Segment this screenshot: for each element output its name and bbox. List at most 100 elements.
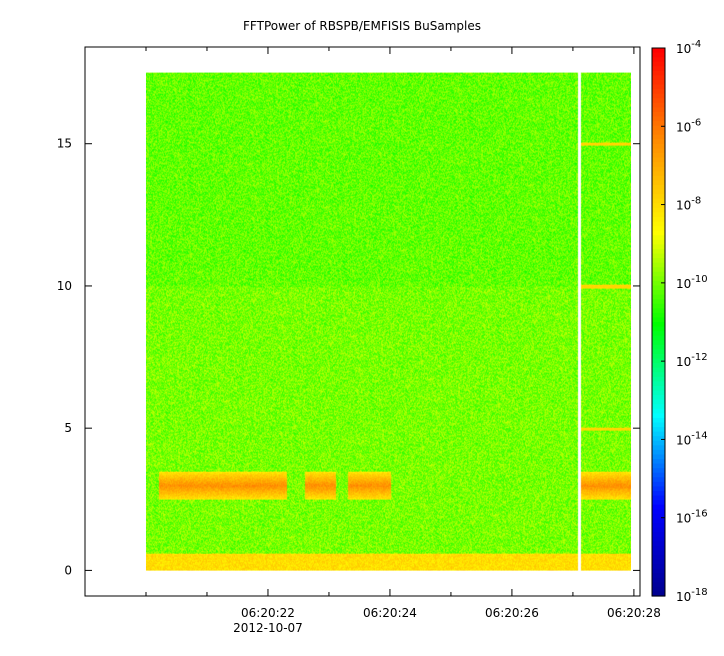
colorbar-segment <box>652 226 665 232</box>
y-tick-label: 10 <box>57 279 72 293</box>
colorbar-segment <box>652 381 665 387</box>
colorbar-segment <box>652 230 665 236</box>
colorbar-segment <box>652 166 665 172</box>
colorbar-segment <box>652 385 665 392</box>
colorbar-segment <box>652 248 665 255</box>
colorbar-segment <box>652 221 665 227</box>
colorbar-segment <box>652 376 665 382</box>
colorbar-segment <box>652 372 665 378</box>
colorbar-segment <box>652 367 665 373</box>
colorbar-segment <box>652 564 665 570</box>
colorbar-tick-label: 10-18 <box>676 587 708 604</box>
chart-title: FFTPower of RBSPB/EMFISIS BuSamples <box>243 19 481 33</box>
colorbar-segment <box>652 61 665 67</box>
colorbar-tick-exponent: -10 <box>691 274 707 285</box>
colorbar-segment <box>652 134 665 140</box>
colorbar-segment <box>652 459 665 465</box>
colorbar-tick-base: 10 <box>676 355 691 369</box>
colorbar-segment <box>652 185 665 191</box>
colorbar-segment <box>652 417 665 424</box>
colorbar-tick-base: 10 <box>676 590 691 604</box>
colorbar-segment <box>652 116 665 122</box>
colorbar-segment <box>652 399 665 405</box>
colorbar-segment <box>652 463 665 469</box>
colorbar-segment <box>652 449 665 456</box>
colorbar-segment <box>652 577 665 583</box>
x-tick-label: 06:20:26 <box>485 606 539 620</box>
colorbar-segment <box>652 239 665 245</box>
colorbar-segment <box>652 454 665 460</box>
colorbar-segment <box>652 180 665 186</box>
colorbar-segment <box>652 568 665 574</box>
spectrogram-image <box>145 72 631 571</box>
colorbar-tick-label: 10-4 <box>676 39 701 56</box>
colorbar-segment <box>652 390 665 396</box>
colorbar-segment <box>652 253 665 259</box>
colorbar-tick-exponent: -12 <box>691 352 707 363</box>
colorbar-segment <box>652 258 665 264</box>
colorbar-segment <box>652 490 665 497</box>
colorbar-segment <box>652 358 665 364</box>
colorbar-segment <box>652 57 665 63</box>
colorbar-segment <box>652 216 665 223</box>
colorbar-segment <box>652 582 665 588</box>
y-tick-label: 15 <box>57 137 72 151</box>
colorbar-tick-label: 10-16 <box>676 509 708 526</box>
colorbar-segment <box>652 312 665 319</box>
colorbar-segment <box>652 472 665 478</box>
colorbar-segment <box>652 477 665 483</box>
colorbar-tick-base: 10 <box>676 433 691 447</box>
colorbar-segment <box>652 143 665 150</box>
colorbar-segment <box>652 48 665 54</box>
colorbar-segment <box>652 235 665 241</box>
colorbar-segment <box>652 203 665 209</box>
colorbar-tick-base: 10 <box>676 120 691 134</box>
colorbar-segment <box>652 130 665 136</box>
colorbar-segment <box>652 527 665 533</box>
colorbar-segment <box>652 303 665 309</box>
colorbar-segment <box>652 404 665 410</box>
colorbar-segment <box>652 573 665 579</box>
colorbar-tick-base: 10 <box>676 277 691 291</box>
colorbar-segment <box>652 84 665 90</box>
colorbar-tick-label: 10-10 <box>676 274 708 291</box>
colorbar-segment <box>652 125 665 131</box>
colorbar-segment <box>652 509 665 515</box>
colorbar-segment <box>652 340 665 346</box>
colorbar-segment <box>652 52 665 58</box>
colorbar-tick-base: 10 <box>676 199 691 213</box>
x-date-label: 2012-10-07 <box>233 621 303 635</box>
colorbar-segment <box>652 559 665 565</box>
colorbar-tick-label: 10-8 <box>676 196 701 213</box>
colorbar-segment <box>652 436 665 442</box>
colorbar-segment <box>652 98 665 104</box>
colorbar-segment <box>652 271 665 277</box>
colorbar-tick-label: 10-14 <box>676 430 708 447</box>
colorbar-segment <box>652 212 665 218</box>
colorbar-segment <box>652 139 665 145</box>
colorbar-segment <box>652 79 665 86</box>
colorbar-segment <box>652 468 665 474</box>
colorbar-tick-exponent: -8 <box>691 196 701 207</box>
colorbar-segment <box>652 194 665 200</box>
colorbar-segment <box>652 102 665 108</box>
colorbar-segment <box>652 500 665 506</box>
colorbar-segment <box>652 175 665 182</box>
colorbar-segment <box>652 290 665 296</box>
colorbar-segment <box>652 486 665 492</box>
colorbar-tick-exponent: -16 <box>691 509 707 520</box>
x-tick-label: 06:20:24 <box>363 606 417 620</box>
colorbar-tick-label: 10-12 <box>676 352 708 369</box>
colorbar-segment <box>652 431 665 437</box>
colorbar-tick-base: 10 <box>676 512 691 526</box>
colorbar-segment <box>652 153 665 159</box>
colorbar-segment <box>652 344 665 350</box>
colorbar-segment <box>652 171 665 177</box>
colorbar-segment <box>652 262 665 268</box>
colorbar-segment <box>652 157 665 163</box>
colorbar-frame <box>651 47 666 597</box>
colorbar-segment <box>652 162 665 168</box>
y-tick-label: 5 <box>64 421 72 435</box>
colorbar-segment <box>652 513 665 519</box>
colorbar-segment <box>652 111 665 118</box>
